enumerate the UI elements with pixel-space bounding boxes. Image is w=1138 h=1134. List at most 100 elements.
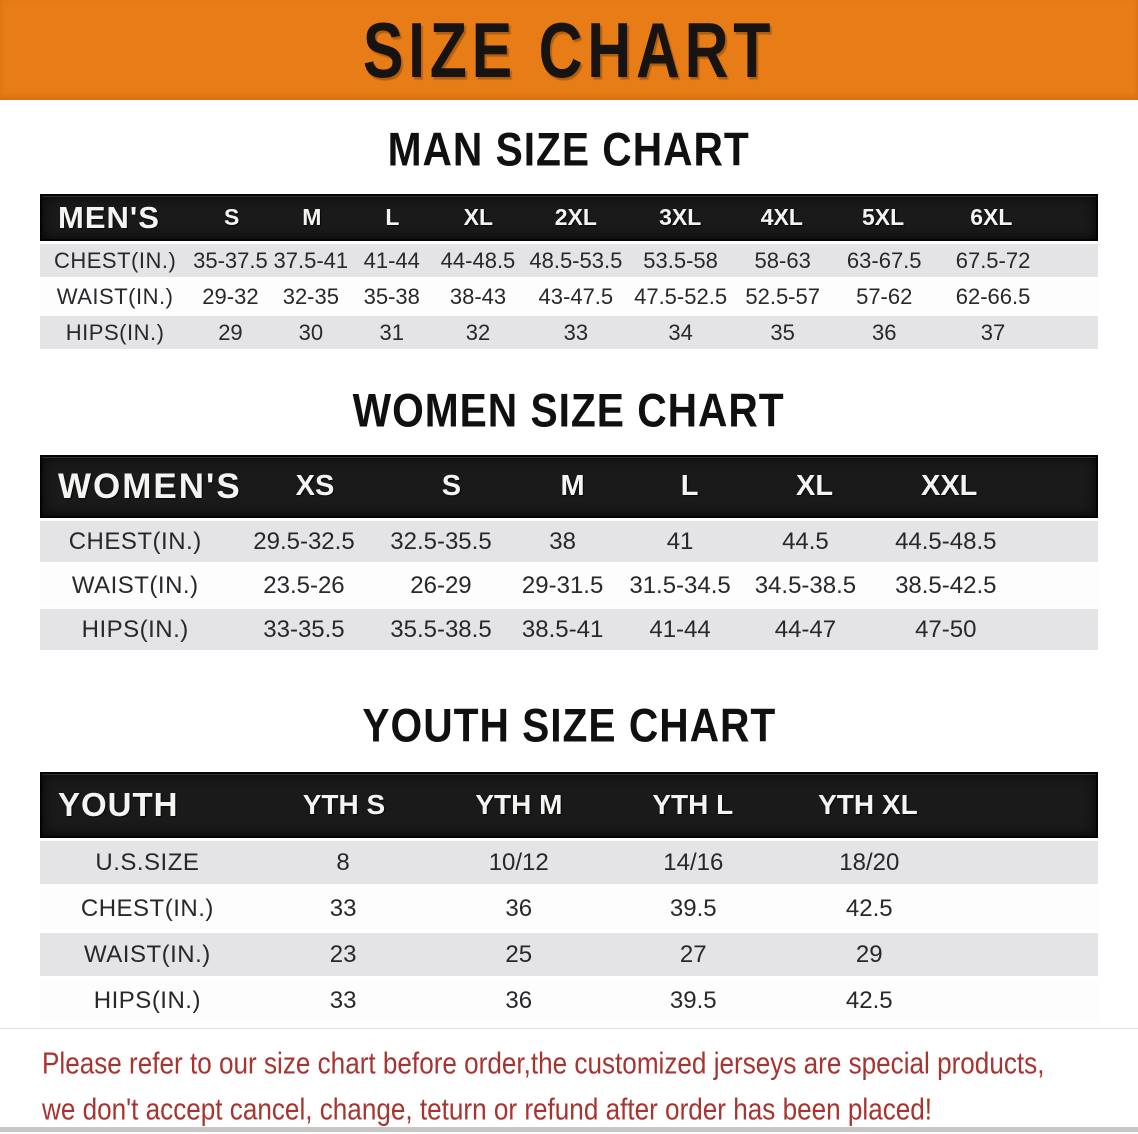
column-header: L [385, 204, 400, 230]
man-size-chart-heading-text: MAN SIZE CHART [387, 123, 751, 176]
women-size-chart-heading-text: WOMEN SIZE CHART [353, 384, 785, 437]
column-header: XS [295, 470, 335, 502]
column-header: S [441, 470, 462, 502]
column-header: YTH L [652, 789, 734, 820]
cell-value: 34 [668, 319, 693, 345]
table-row: WAIST(IN.) 23 25 27 29 [40, 933, 1098, 976]
cell-value: 29.5-32.5 [253, 527, 355, 555]
table-header-label: WOMEN'S [58, 466, 242, 506]
table-header-row: WOMEN'S XS S M L XL XXL [40, 455, 1098, 518]
cell-value: 33 [329, 894, 357, 922]
cell-value: 53.5-58 [643, 247, 718, 273]
cell-value: 33 [563, 319, 589, 345]
cell-value: 43-47.5 [538, 283, 614, 309]
men-size-table: MEN'S S M L XL 2XL 3XL 4XL 5XL 6XL CHEST(IN.) 35-37… [40, 194, 1098, 349]
women-size-section: WOMEN SIZE CHART WOMEN'S XS S M L XL XXL CHEST(… [0, 384, 1138, 650]
column-header: L [680, 470, 699, 502]
cell-value: 48.5-53.5 [529, 247, 623, 273]
cell-value: 32.5-35.5 [390, 527, 492, 555]
row-label: HIPS(IN.) [65, 319, 165, 345]
man-size-chart-heading: MAN SIZE CHART [0, 123, 1138, 176]
bottom-edge-strip [0, 1127, 1138, 1132]
column-header: 5XL [861, 204, 905, 230]
table-row: CHEST(IN.) 35-37.5 37.5-41 41-44 44-48.5 48.5… [40, 244, 1098, 277]
cell-value: 36 [505, 894, 533, 922]
row-label: U.S.SIZE [95, 848, 200, 876]
column-header: M [302, 204, 322, 230]
row-label: HIPS(IN.) [81, 615, 189, 643]
footer-note-line-2: we don't accept cancel, change, teturn o… [42, 1093, 933, 1127]
column-header: 2XL [554, 204, 597, 230]
note-divider-line [0, 1028, 1138, 1029]
cell-value: 35-38 [363, 283, 420, 309]
cell-value: 32-35 [282, 283, 339, 309]
column-header: YTH M [475, 789, 563, 820]
cell-value: 36 [871, 319, 897, 345]
cell-value: 41-44 [649, 615, 711, 643]
column-header: 4XL [760, 204, 803, 230]
cell-value: 47.5-52.5 [634, 283, 728, 309]
table-row: HIPS(IN.) 33 36 39.5 42.5 [40, 979, 1098, 1022]
cell-value: 10/12 [488, 848, 549, 876]
cell-value: 47-50 [915, 615, 977, 643]
cell-value: 58-63 [754, 247, 811, 273]
cell-value: 29-32 [202, 283, 259, 309]
cell-value: 33 [329, 986, 357, 1014]
cell-value: 42.5 [845, 986, 893, 1014]
table-header-label: YOUTH [58, 786, 179, 823]
column-header: XL [796, 470, 834, 502]
table-row: HIPS(IN.) 33-35.5 35.5-38.5 38.5-41 41-44 44-… [40, 609, 1098, 650]
cell-value: 37.5-41 [273, 247, 349, 273]
cell-value: 30 [298, 319, 324, 345]
cell-value: 38.5-42.5 [895, 571, 997, 599]
table-row: CHEST(IN.) 29.5-32.5 32.5-35.5 38 41 44.5 44.5… [40, 521, 1098, 562]
youth-size-chart-heading-text: YOUTH SIZE CHART [362, 699, 776, 752]
column-header: M [560, 470, 585, 502]
cell-value: 8 [336, 848, 350, 876]
cell-value: 29 [218, 319, 243, 345]
footer-note-line-1: Please refer to our size chart before or… [42, 1047, 1045, 1081]
cell-value: 44-48.5 [440, 247, 516, 273]
cell-value: 44-47 [774, 615, 837, 643]
table-header-label: MEN'S [58, 199, 160, 235]
row-label: WAIST(IN.) [84, 940, 211, 968]
table-row: WAIST(IN.) 29-32 32-35 35-38 38-43 43-47.5 47.… [40, 280, 1098, 313]
women-size-table: WOMEN'S XS S M L XL XXL CHEST(IN.) 29.5-32.5 32.5… [40, 455, 1098, 650]
table-header-row: MEN'S S M L XL 2XL 3XL 4XL 5XL 6XL [40, 194, 1098, 241]
cell-value: 39.5 [669, 894, 717, 922]
size-chart-banner: SIZE CHART [0, 0, 1138, 100]
cell-value: 38.5-41 [521, 615, 604, 643]
cell-value: 18/20 [839, 848, 900, 876]
column-header: YTH S [302, 789, 386, 820]
row-label: HIPS(IN.) [93, 986, 201, 1014]
table-row: CHEST(IN.) 33 36 39.5 42.5 [40, 887, 1098, 930]
cell-value: 27 [679, 940, 707, 968]
table-row: U.S.SIZE 8 10/12 14/16 18/20 [40, 841, 1098, 884]
cell-value: 26-29 [410, 571, 472, 599]
row-label: WAIST(IN.) [56, 283, 174, 309]
cell-value: 32 [465, 319, 491, 345]
cell-value: 67.5-72 [955, 247, 1031, 273]
footer-note: Please refer to our size chart before or… [42, 1041, 1138, 1133]
cell-value: 52.5-57 [745, 283, 820, 309]
cell-value: 41-44 [363, 247, 420, 273]
cell-value: 35-37.5 [193, 247, 268, 273]
cell-value: 37 [980, 319, 1006, 345]
table-row: HIPS(IN.) 29 30 31 32 33 34 35 36 37 [40, 316, 1098, 349]
cell-value: 41 [666, 527, 694, 555]
row-label: CHEST(IN.) [80, 894, 214, 922]
row-label: CHEST(IN.) [68, 527, 202, 555]
cell-value: 14/16 [663, 848, 724, 876]
cell-value: 44.5-48.5 [895, 527, 997, 555]
cell-value: 25 [505, 940, 533, 968]
column-header: XXL [921, 470, 978, 502]
column-header: 3XL [659, 204, 702, 230]
table-row: WAIST(IN.) 23.5-26 26-29 29-31.5 31.5-34.5 34… [40, 565, 1098, 606]
cell-value: 23 [329, 940, 357, 968]
cell-value: 31 [379, 319, 405, 345]
cell-value: 57-62 [856, 283, 913, 309]
cell-value: 34.5-38.5 [754, 571, 857, 599]
column-header: 6XL [970, 204, 1013, 230]
youth-size-chart-heading: YOUTH SIZE CHART [0, 699, 1138, 752]
cell-value: 36 [505, 986, 533, 1014]
